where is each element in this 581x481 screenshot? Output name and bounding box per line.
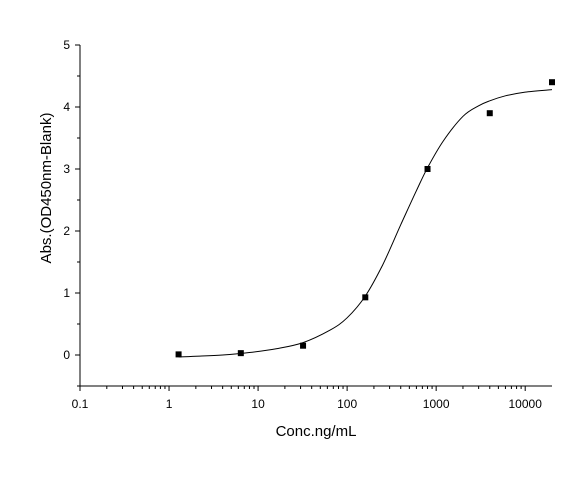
tick-marks — [75, 44, 526, 391]
y-tick-labels: 0 1 2 3 4 5 — [63, 38, 70, 362]
fitted-curve — [178, 89, 553, 358]
data-points — [175, 79, 555, 358]
data-point — [237, 350, 244, 357]
x-tick-label: 1 — [166, 397, 173, 411]
fitted-curve-group — [178, 89, 553, 358]
y-tick-label: 1 — [63, 286, 70, 300]
x-tick-label: 10000 — [509, 397, 543, 411]
y-tick-label: 2 — [63, 224, 70, 238]
x-tick-label: 100 — [337, 397, 357, 411]
x-axis-title: Conc.ng/mL — [276, 423, 357, 440]
data-point — [362, 294, 369, 301]
y-tick-label: 4 — [63, 100, 70, 114]
data-point — [486, 110, 493, 117]
data-point — [424, 166, 431, 172]
y-tick-label: 0 — [63, 348, 70, 362]
data-point — [175, 351, 182, 358]
x-tick-label: 0.1 — [72, 397, 89, 411]
data-point — [549, 79, 555, 86]
x-tick-label: 10 — [251, 397, 265, 411]
y-tick-label: 5 — [63, 38, 70, 52]
y-tick-label: 3 — [63, 162, 70, 176]
y-axis-title: Abs.(OD450nm-Blank) — [38, 113, 55, 264]
x-tick-labels: 0.1 1 10 100 1000 10000 — [72, 397, 543, 411]
axes — [79, 45, 552, 387]
x-tick-label: 1000 — [423, 397, 450, 411]
data-point — [300, 342, 307, 349]
